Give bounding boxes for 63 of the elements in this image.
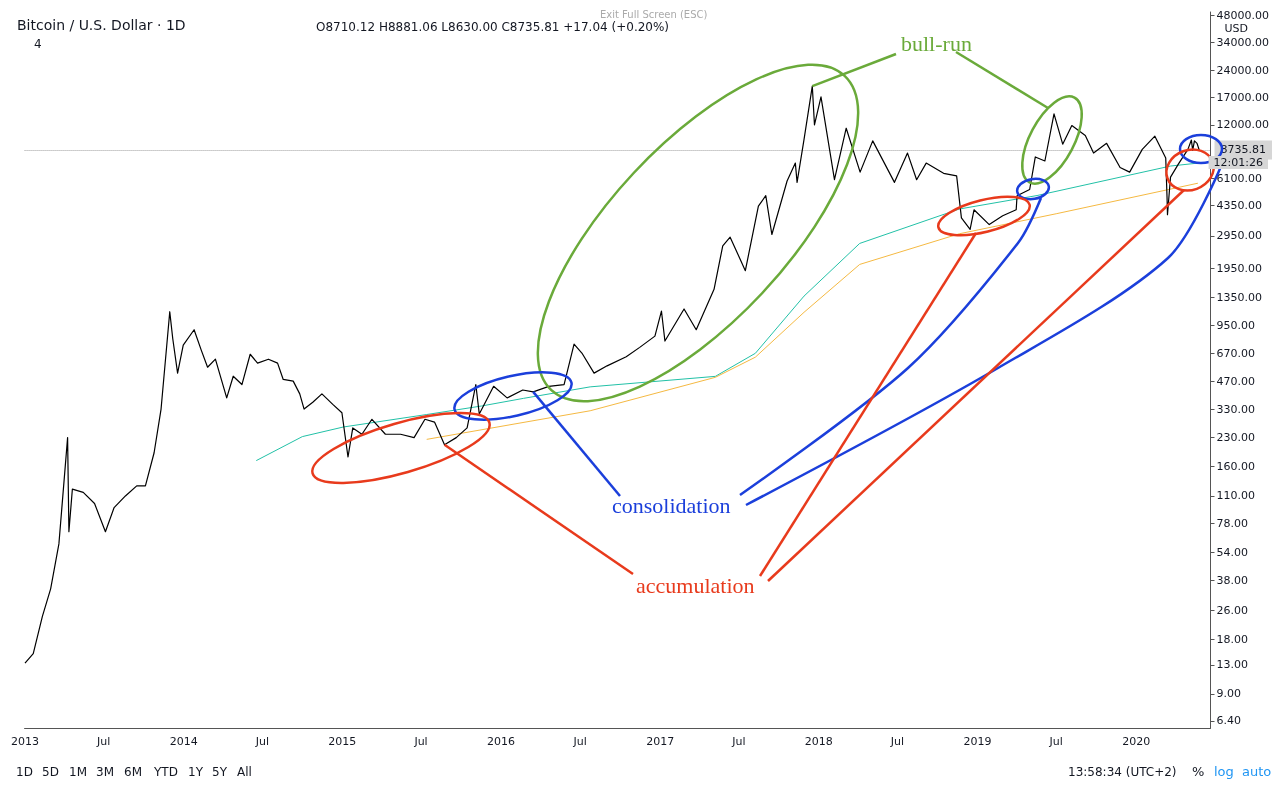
text: log — [1214, 764, 1234, 779]
x-tick-label: Jul — [254, 735, 269, 748]
y-tick-label: 26.00 — [1216, 603, 1249, 617]
text: 13:58:34 (UTC+2) — [1068, 765, 1177, 779]
text: All — [237, 765, 252, 779]
y-tick-label: 24000.00 — [1216, 63, 1270, 77]
y-tick-label: 17000.00 — [1216, 90, 1270, 104]
y-axis-title: USD — [1224, 22, 1249, 35]
x-tick-label: 2019 — [963, 735, 992, 748]
x-tick-label: Jul — [96, 735, 111, 748]
y-tick-label: 330.00 — [1216, 402, 1256, 416]
text: 1M — [69, 765, 87, 779]
y-tick-label: 470.00 — [1216, 374, 1256, 388]
y-tick-label: 2950.00 — [1216, 229, 1263, 243]
x-tick-label: 2018 — [804, 735, 833, 748]
text: 3M — [96, 765, 114, 779]
text: 6M — [124, 765, 142, 779]
x-tick-label: Jul — [1048, 735, 1063, 748]
y-tick-label: 48000.00 — [1216, 8, 1270, 22]
y-tick-label: 54.00 — [1216, 545, 1249, 559]
annotation: bull-run — [901, 30, 972, 56]
annotation: Exit Full Screen (ESC) — [600, 8, 708, 20]
annotation: 4 — [34, 37, 42, 51]
x-tick-label: Jul — [413, 735, 428, 748]
annotation: accumulation — [636, 572, 755, 598]
y-tick-label: 110.00 — [1216, 489, 1256, 503]
y-tick-label: 950.00 — [1216, 318, 1256, 332]
y-tick-label: 12000.00 — [1216, 118, 1270, 132]
y-tick-label: 18.00 — [1216, 632, 1249, 646]
y-tick-label: 6.40 — [1216, 714, 1242, 728]
x-tick-label: 2015 — [328, 735, 357, 748]
x-tick-label: Jul — [889, 735, 905, 748]
text: auto — [1242, 764, 1272, 779]
x-tick-label: 2014 — [169, 735, 198, 748]
y-tick-label: 160.00 — [1216, 459, 1256, 473]
annotation: consolidation — [612, 492, 731, 518]
x-tick-label: 2016 — [487, 735, 516, 748]
text: 5D — [42, 765, 59, 779]
chart-title: Bitcoin / U.S. Dollar · 1D — [17, 17, 186, 33]
x-tick-label: 2020 — [1122, 735, 1151, 748]
text: YTD — [153, 765, 178, 779]
text: % — [1192, 764, 1205, 779]
x-tick-label: 2013 — [10, 735, 39, 748]
y-tick-label: 38.00 — [1216, 573, 1249, 587]
y-tick-label: 6100.00 — [1216, 171, 1263, 185]
y-tick-label: 1350.00 — [1216, 291, 1263, 305]
x-tick-label: Jul — [572, 735, 587, 748]
x-tick-label: 2017 — [646, 735, 675, 748]
text: 12:01:26 — [1213, 156, 1263, 169]
y-tick-label: 13.00 — [1216, 658, 1249, 672]
y-tick-label: 1950.00 — [1216, 262, 1263, 276]
text: 5Y — [212, 765, 228, 779]
line-series — [426, 182, 1199, 440]
y-tick-label: 4350.00 — [1216, 198, 1263, 212]
y-tick-label: 78.00 — [1216, 516, 1249, 530]
text: 1Y — [188, 765, 204, 779]
y-tick-label: 9.00 — [1216, 687, 1242, 701]
y-tick-label: 670.00 — [1216, 346, 1256, 360]
y-tick-label: 230.00 — [1216, 431, 1256, 445]
y-tick-label: 34000.00 — [1216, 36, 1270, 49]
x-tick-label: Jul — [731, 735, 746, 748]
text: O8710.12 H8881.06 L8630.00 C8735.81 +17.04 (+0.20%) — [316, 20, 670, 34]
text: 1D — [16, 765, 33, 779]
